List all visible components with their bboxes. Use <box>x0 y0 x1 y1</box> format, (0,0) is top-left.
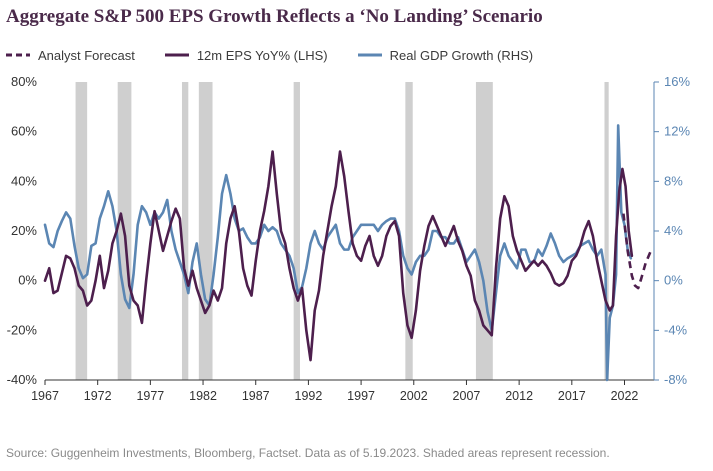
recession-band-3 <box>198 82 213 380</box>
y-left-tick-label: 0% <box>18 273 37 288</box>
y-left-tick-label: -20% <box>7 322 38 337</box>
chart-tick-labels: -40% -20% 0% 20% 40% 60% 80% -8% -4% 0% 4% 8% 12% 16%… <box>7 74 691 403</box>
legend-item-analyst-forecast: Analyst Forecast <box>6 48 135 63</box>
y-right-tick-label: 4% <box>664 223 683 238</box>
legend-item-eps-yoy: 12m EPS YoY% (LHS) <box>164 47 328 63</box>
recession-band-7 <box>604 82 609 380</box>
legend-item-real-gdp: Real GDP Growth (RHS) <box>357 47 534 63</box>
recession-band-0 <box>75 82 88 380</box>
recession-band-5 <box>405 82 413 380</box>
legend-swatch-eps <box>164 53 189 57</box>
x-tick-label: 1992 <box>295 389 323 403</box>
recession-band-6 <box>475 82 493 380</box>
series-real-gdp <box>43 124 633 382</box>
x-tick-label: 2002 <box>400 389 428 403</box>
y-left-tick-label: -40% <box>7 372 38 387</box>
y-left-tick-label: 40% <box>11 173 37 188</box>
y-right-tick-label: 12% <box>664 124 690 139</box>
legend-label-real-gdp: Real GDP Growth (RHS) <box>389 47 534 63</box>
y-left-tick-label: 80% <box>11 74 37 89</box>
y-right-tick-label: 16% <box>664 74 690 89</box>
x-tick-label: 2017 <box>558 389 586 403</box>
x-tick-label: 1982 <box>189 389 217 403</box>
chart-title: Aggregate S&P 500 EPS Growth Reflects a … <box>6 6 543 27</box>
y-right-tick-label: -4% <box>664 322 688 337</box>
legend-label-eps-yoy: 12m EPS YoY% (LHS) <box>196 47 328 63</box>
x-tick-label: 1987 <box>242 389 270 403</box>
chart-axes <box>44 81 659 385</box>
chart-source-note: Source: Guggenheim Investments, Bloomber… <box>6 446 610 460</box>
recession-band-2 <box>181 82 189 380</box>
x-tick-label: 1967 <box>31 389 59 403</box>
x-tick-label: 2012 <box>505 389 533 403</box>
x-tick-label: 1977 <box>136 389 164 403</box>
recession-band-4 <box>293 82 300 380</box>
y-left-tick-label: 60% <box>11 124 37 139</box>
x-tick-label: 1997 <box>347 389 375 403</box>
y-right-tick-label: -8% <box>664 372 688 387</box>
x-tick-label: 1972 <box>84 389 112 403</box>
y-right-tick-label: 8% <box>664 173 683 188</box>
legend-swatch-gdp <box>357 53 382 57</box>
y-right-tick-label: 0% <box>664 273 683 288</box>
series-eps-yoy <box>43 150 634 362</box>
x-tick-label: 2007 <box>453 389 481 403</box>
chart-legend: Analyst Forecast 12m EPS YoY% (LHS) Real… <box>6 46 553 64</box>
legend-swatch-dashed <box>6 53 30 57</box>
chart-series <box>43 124 653 382</box>
recession-bands <box>75 82 609 380</box>
series-analyst-forecast <box>622 213 653 290</box>
y-left-tick-label: 20% <box>11 223 37 238</box>
x-tick-label: 2022 <box>611 389 639 403</box>
legend-label-analyst-forecast: Analyst Forecast <box>38 47 135 63</box>
